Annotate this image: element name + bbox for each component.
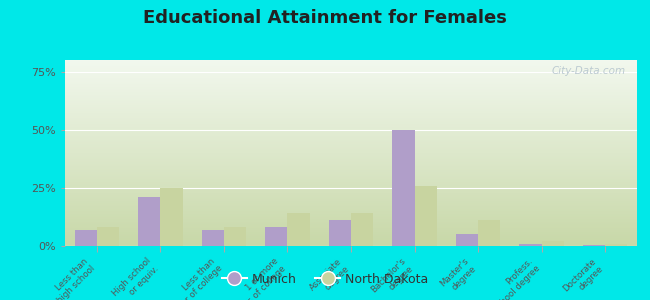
Bar xyxy=(97,227,119,246)
Bar xyxy=(456,234,478,246)
Bar xyxy=(75,230,97,246)
Bar xyxy=(605,244,627,246)
Bar xyxy=(224,227,246,246)
Bar xyxy=(478,220,500,246)
Bar xyxy=(519,244,541,246)
Bar xyxy=(393,130,415,246)
Bar xyxy=(351,214,373,246)
Legend: Munich, North Dakota: Munich, North Dakota xyxy=(216,268,434,291)
Bar xyxy=(202,230,224,246)
Text: City-Data.com: City-Data.com xyxy=(551,66,625,76)
Bar xyxy=(541,241,564,246)
Bar xyxy=(287,214,309,246)
Bar xyxy=(138,197,161,246)
Bar xyxy=(415,185,437,246)
Bar xyxy=(161,188,183,246)
Bar xyxy=(265,227,287,246)
Bar xyxy=(329,220,351,246)
Bar xyxy=(583,245,605,246)
Text: Educational Attainment for Females: Educational Attainment for Females xyxy=(143,9,507,27)
